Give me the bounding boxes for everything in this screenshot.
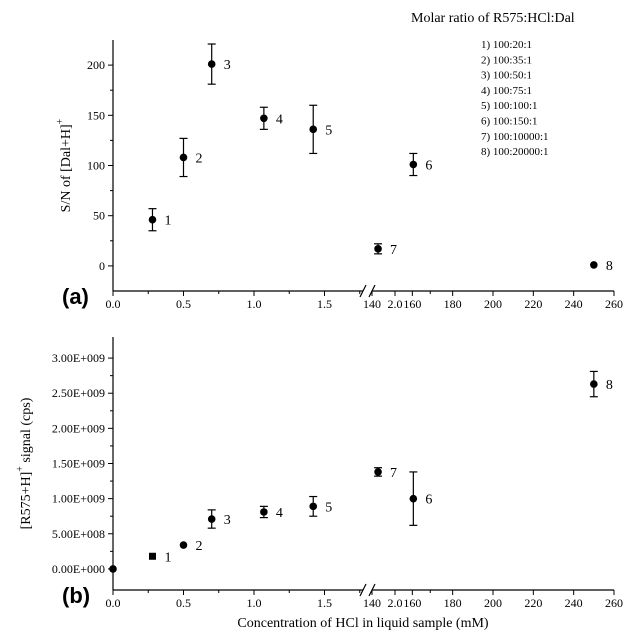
data-point (409, 160, 418, 169)
data-point (179, 541, 188, 549)
y-axis-title: S/N of [Dal+H]+ (55, 118, 74, 212)
legend-item: 3) 100:50:1 (481, 70, 532, 82)
point-label: 7 (390, 243, 397, 258)
x-tick-label: 140 (363, 297, 381, 311)
x-tick-label: 240 (565, 596, 583, 610)
legend-item: 2) 100:35:1 (481, 54, 532, 66)
x-tick-label: 160 (403, 596, 421, 610)
point-label: 7 (390, 466, 397, 481)
x-tick-label: 260 (605, 596, 623, 610)
point-label: 5 (325, 123, 332, 138)
y-axis-title-text: S/N of [Dal+H] (59, 124, 74, 212)
x-tick-label: 1.5 (317, 297, 332, 311)
axis-break-mark (359, 284, 367, 298)
point-label: 2 (196, 151, 203, 166)
x-tick-label: 200 (484, 596, 502, 610)
point-label: 8 (606, 259, 613, 274)
point-label: 3 (224, 58, 231, 73)
data-point (109, 565, 117, 573)
y-axis-title-superscript: + (55, 118, 66, 124)
data-point (309, 502, 318, 511)
point-label: 3 (224, 513, 231, 528)
data-point (590, 380, 598, 388)
axis-break-mark (359, 583, 367, 597)
x-tick-label: 220 (524, 596, 542, 610)
y-tick-label: 0 (99, 259, 105, 273)
point-label: 1 (164, 214, 171, 229)
x-tick-label: 0.5 (176, 596, 191, 610)
legend-title: Molar ratio of R575:HCl:Dal (411, 11, 575, 26)
x-tick-label: 0.0 (106, 596, 121, 610)
y-tick-label: 2.50E+009 (52, 386, 105, 400)
legend-item: 5) 100:100:1 (481, 100, 538, 112)
x-tick-label: 260 (605, 297, 623, 311)
legend-item: 8) 100:20000:1 (481, 146, 549, 158)
legend-item: 1) 100:20:1 (481, 39, 532, 51)
data-point (374, 468, 382, 476)
point-label: 8 (606, 378, 613, 393)
panel-label: (b) (62, 583, 90, 608)
y-tick-label: 0.00E+000 (52, 562, 105, 576)
data-point (207, 60, 216, 68)
y-tick-label: 2.00E+009 (52, 421, 105, 435)
point-label: 5 (325, 500, 332, 515)
x-tick-label: 180 (444, 596, 462, 610)
x-tick-label: 220 (524, 297, 542, 311)
point-label: 1 (164, 550, 171, 565)
data-point (260, 114, 268, 123)
data-point (409, 494, 418, 503)
y-axis-title-suffix: signal (cps) (19, 397, 34, 466)
data-point (309, 125, 318, 134)
legend-item: 6) 100:150:1 (481, 116, 538, 128)
y-tick-label: 1.50E+009 (52, 457, 105, 471)
x-tick-label: 2.0 (388, 596, 403, 610)
data-point (148, 215, 157, 224)
panel-a: 0 50 100 150 200 0.0 0.5 1.0 1.5 2.0 140 160 180 200 2… (55, 40, 623, 311)
point-label: 4 (276, 506, 283, 521)
y-axis-title-superscript: + (15, 466, 26, 472)
x-tick-label: 2.0 (388, 297, 403, 311)
legend-item: 7) 100:10000:1 (481, 131, 549, 143)
y-tick-label: 1.00E+009 (52, 492, 105, 506)
data-point (260, 508, 268, 516)
point-label: 6 (425, 158, 432, 173)
x-tick-label: 1.0 (247, 297, 262, 311)
point-label: 6 (425, 493, 432, 508)
y-tick-label: 100 (87, 159, 105, 173)
x-tick-label: 1.0 (247, 596, 262, 610)
y-axis-title: [R575+H]+ signal (cps) (15, 397, 34, 529)
data-point (148, 552, 156, 560)
x-tick-label: 140 (363, 596, 381, 610)
x-tick-label: 1.5 (317, 596, 332, 610)
y-tick-label: 3.00E+009 (52, 351, 105, 365)
x-tick-label: 200 (484, 297, 502, 311)
y-tick-label: 5.00E+008 (52, 527, 105, 541)
point-label: 2 (196, 539, 203, 554)
point-label: 4 (276, 112, 283, 127)
x-tick-label: 240 (565, 297, 583, 311)
panel-label: (a) (62, 284, 89, 309)
data-point (179, 153, 188, 162)
x-tick-label: 0.5 (176, 297, 191, 311)
panel-b: 0.00E+0005.00E+0081.00E+0091.50E+0092.00… (15, 337, 623, 610)
y-axis-title-text: [R575+H] (19, 472, 34, 530)
data-point (590, 261, 598, 269)
legend: Molar ratio of R575:HCl:Dal 1) 100:20:1 2)… (411, 11, 575, 158)
y-tick-label: 200 (87, 58, 105, 72)
x-tick-label: 180 (444, 297, 462, 311)
x-tick-label: 160 (403, 297, 421, 311)
data-point (207, 515, 216, 523)
data-point (374, 245, 382, 253)
y-tick-label: 50 (93, 209, 105, 223)
legend-item: 4) 100:75:1 (481, 85, 532, 97)
x-axis-title: Concentration of HCl in liquid sample (m… (237, 616, 489, 631)
x-tick-label: 0.0 (106, 297, 121, 311)
y-tick-label: 150 (87, 108, 105, 122)
